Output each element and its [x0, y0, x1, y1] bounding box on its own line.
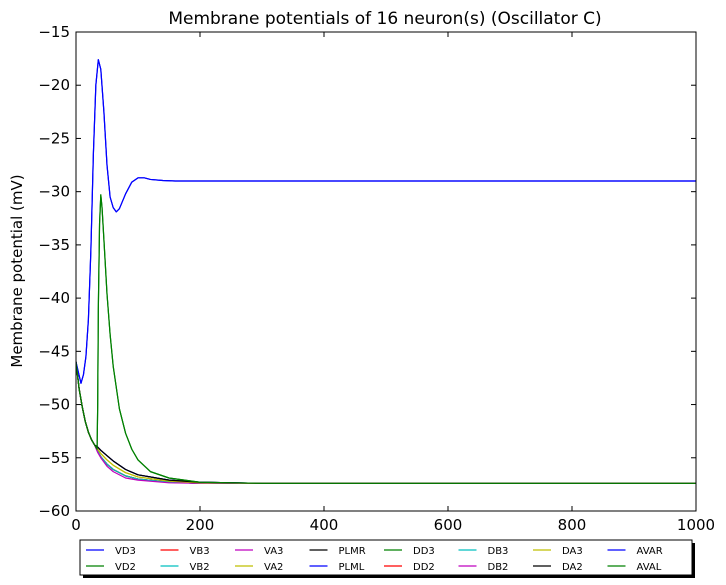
- x-tick-label: 200: [186, 516, 215, 534]
- x-tick-label: 400: [310, 516, 339, 534]
- x-tick-label: 1000: [677, 516, 715, 534]
- legend-label: DB3: [488, 546, 509, 557]
- series-line-db2: [76, 361, 696, 484]
- x-tick-label: 800: [558, 516, 587, 534]
- legend-label: PLML: [339, 562, 365, 573]
- legend-label: DB2: [488, 562, 509, 573]
- legend-label: AVAL: [637, 562, 662, 573]
- series-line-va3: [76, 361, 696, 484]
- series-line-da3: [76, 361, 696, 484]
- series-line-plml: [76, 361, 696, 484]
- series-line-aval: [76, 194, 696, 484]
- legend-label: AVAR: [637, 546, 663, 557]
- x-tick-label: 600: [434, 516, 463, 534]
- plot-frame: [75, 31, 697, 512]
- legend-label: PLMR: [339, 546, 366, 557]
- series-line-dd2: [76, 361, 696, 484]
- y-tick-label: −45: [38, 342, 70, 360]
- series-line-dd3: [76, 361, 696, 484]
- y-tick-label: −20: [38, 76, 70, 94]
- y-tick-label: −60: [38, 502, 70, 520]
- y-tick-label: −30: [38, 183, 70, 201]
- y-tick-label: −50: [38, 396, 70, 414]
- series-line-da2: [76, 361, 696, 484]
- y-tick-label: −35: [38, 236, 70, 254]
- legend-box: [79, 539, 693, 576]
- series-line-db3: [76, 361, 696, 484]
- axis-ticks: 0 200 400 600 800 1000 −60 −55 −50 −45 −40 −35 −30 −2…: [38, 23, 715, 534]
- y-tick-label: −40: [38, 289, 70, 307]
- series-line-plmr: [76, 361, 696, 484]
- series-layer: [76, 59, 696, 484]
- series-line-vb3: [76, 361, 696, 484]
- legend-label: VB2: [190, 562, 210, 573]
- chart-title: Membrane potentials of 16 neuron(s) (Osc…: [168, 9, 601, 29]
- series-line-vd3: [76, 59, 696, 384]
- legend-label: VA3: [264, 546, 283, 557]
- y-tick-label: −25: [38, 129, 70, 147]
- x-tick-label: 0: [71, 516, 81, 534]
- legend-label: DA2: [562, 562, 583, 573]
- series-line-avar: [76, 59, 696, 384]
- y-tick-label: −15: [38, 23, 70, 41]
- series-line-vb2: [76, 361, 696, 484]
- legend-label: VA2: [264, 562, 283, 573]
- y-tick-label: −55: [38, 449, 70, 467]
- legend-label: DD3: [413, 546, 435, 557]
- legend: VD3 VD2 VB3 VB2 VA3 VA2 PLMR PLML DD3 DD2 DB3 DB2 DA…: [79, 539, 695, 578]
- legend-label: DD2: [413, 562, 435, 573]
- legend-label: DA3: [562, 546, 583, 557]
- legend-label: VD2: [115, 562, 136, 573]
- y-axis-label: Membrane potential (mV): [8, 174, 26, 367]
- legend-entries: VD3 VD2 VB3 VB2 VA3 VA2 PLMR PLML DD3 DD2 DB3 DB2 DA…: [86, 546, 663, 573]
- legend-label: VB3: [190, 546, 210, 557]
- series-line-vd2: [76, 194, 696, 484]
- legend-label: VD3: [115, 546, 136, 557]
- series-line-va2: [76, 361, 696, 484]
